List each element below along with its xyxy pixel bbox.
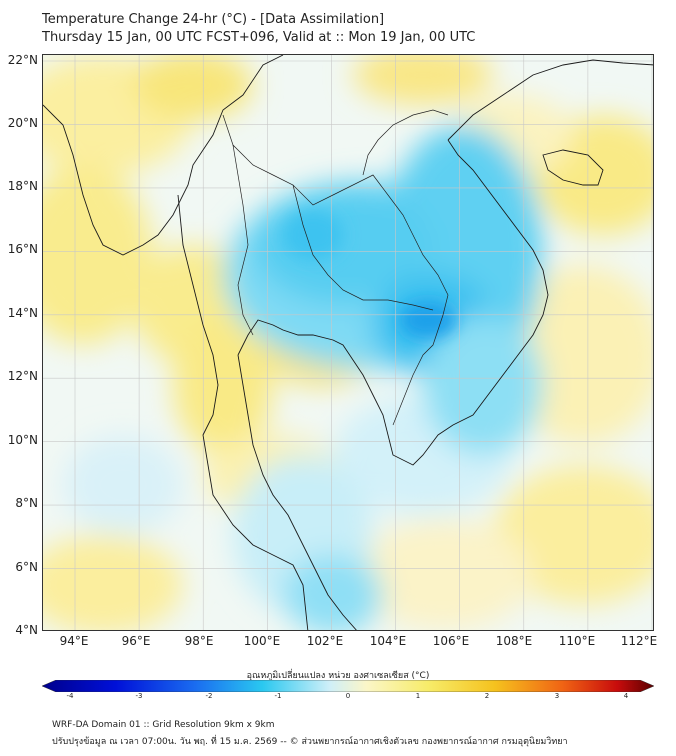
- lat-label: 20°N: [7, 116, 38, 130]
- peninsula-east-coast: [237, 354, 357, 630]
- lat-label: 14°N: [7, 306, 38, 320]
- lon-label: 98°E: [184, 634, 214, 648]
- lon-label: 100°E: [243, 634, 281, 648]
- lon-label: 104°E: [369, 634, 407, 648]
- peninsula-west-coast: [177, 194, 309, 630]
- border-line-b: [232, 144, 254, 336]
- gulf-and-indochina-coast: [237, 139, 549, 466]
- lat-label: 4°N: [15, 623, 38, 637]
- temperature-field-map: [43, 55, 653, 630]
- coastlines: [43, 55, 653, 630]
- lon-label: 110°E: [558, 634, 596, 648]
- colorbar-tick: 3: [554, 692, 560, 700]
- lat-label: 18°N: [7, 179, 38, 193]
- anomaly-field: [43, 55, 653, 630]
- colorbar-tick: -3: [135, 692, 143, 700]
- lat-label: 22°N: [7, 53, 38, 67]
- lat-label: 6°N: [15, 560, 38, 574]
- colorbar-tick: 1: [415, 692, 421, 700]
- colorbar-tick: -4: [66, 692, 74, 700]
- lon-label: 102°E: [306, 634, 344, 648]
- colorbar-ramp: [42, 680, 654, 692]
- colorbar-tick: -2: [205, 692, 213, 700]
- lat-label: 16°N: [7, 242, 38, 256]
- lat-label: 10°N: [7, 433, 38, 447]
- lat-label: 8°N: [15, 496, 38, 510]
- lon-label: 106°E: [432, 634, 470, 648]
- border-line-d: [362, 109, 449, 176]
- footer-model-info: WRF-DA Domain 01 :: Grid Resolution 9km …: [52, 720, 275, 730]
- map-panel: [42, 54, 654, 631]
- china-coast: [447, 59, 653, 141]
- anomaly-core: [283, 210, 456, 338]
- lon-label: 108°E: [495, 634, 533, 648]
- lon-label: 96°E: [121, 634, 151, 648]
- chart-subtitle: Thursday 15 Jan, 00 UTC FCST+096, Valid …: [42, 30, 476, 45]
- colorbar-tick: 0: [345, 692, 351, 700]
- hainan-island: [542, 149, 604, 186]
- colorbar-label: อุณหภูมิเปลี่ยนแปลง หน่วย องศาเซลเซียส (…: [246, 671, 430, 681]
- border-line-c: [292, 184, 434, 311]
- lon-label: 94°E: [59, 634, 89, 648]
- colorbar-tick: -1: [274, 692, 282, 700]
- colorbar-tick: 4: [623, 692, 629, 700]
- footer-credit: ปรับปรุงข้อมูล ณ เวลา 07:00น. วัน พฤ. ที…: [52, 737, 568, 747]
- border-line-a: [222, 114, 449, 426]
- colorbar: [42, 680, 654, 692]
- admin-boundaries: [222, 109, 449, 426]
- lat-label: 12°N: [7, 369, 38, 383]
- colorbar-tick: 2: [484, 692, 490, 700]
- myanmar-coast: [43, 55, 284, 256]
- chart-title: Temperature Change 24-hr (°C) - [Data As…: [42, 12, 385, 27]
- gridlines: [43, 55, 653, 630]
- lon-label: 112°E: [620, 634, 658, 648]
